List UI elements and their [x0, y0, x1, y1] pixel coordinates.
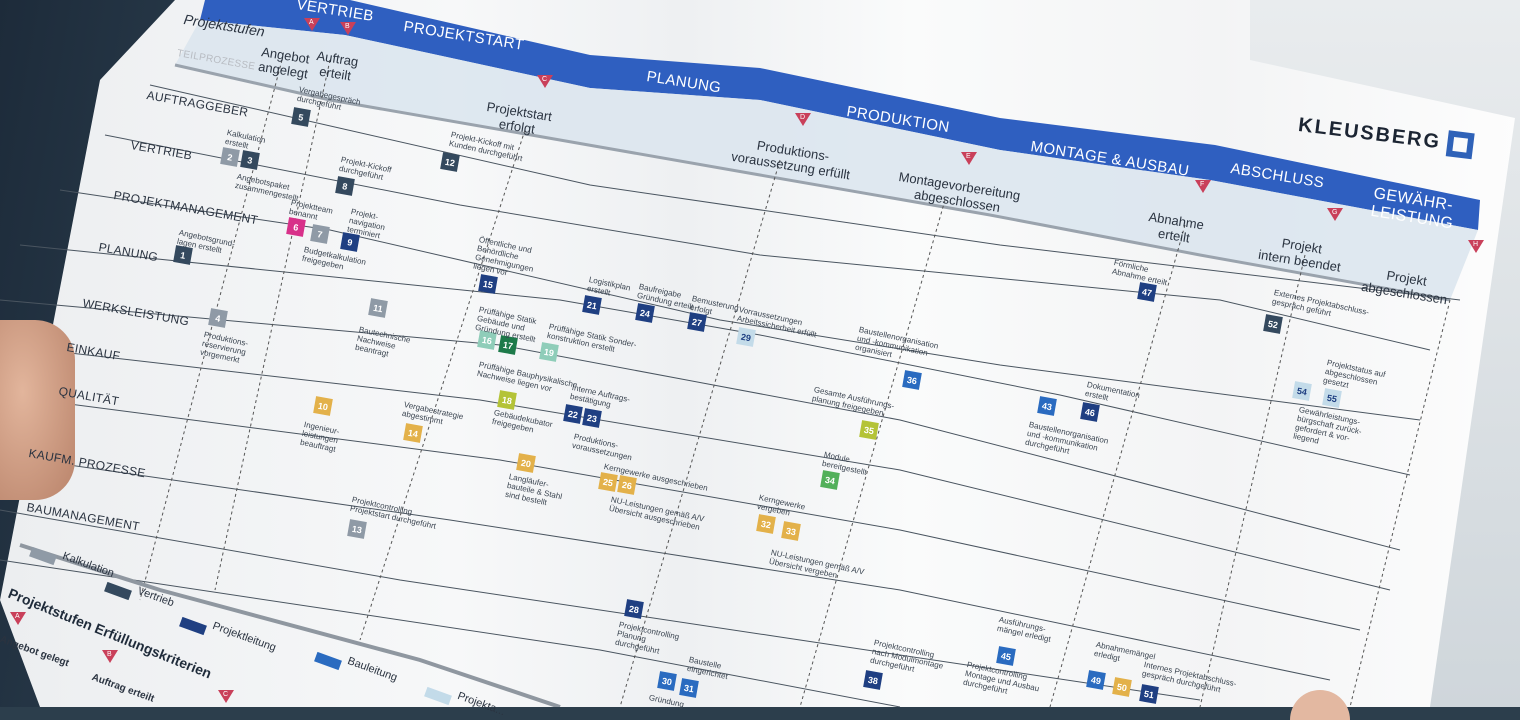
- milestone-divider: [1349, 299, 1451, 707]
- process-step-13: 13: [347, 519, 367, 539]
- milestone-divider: [214, 59, 331, 591]
- milestone-marker-d: D: [795, 113, 811, 126]
- hand-left: [0, 320, 75, 500]
- stage-band-rule: [174, 63, 1451, 302]
- milestone-letter: C: [542, 76, 548, 83]
- process-step-18: 18: [497, 390, 517, 410]
- process-step-54: 54: [1292, 381, 1312, 401]
- process-step-8: 8: [335, 176, 355, 196]
- milestone-letter: G: [1332, 209, 1338, 216]
- criteria-marker: C: [218, 690, 234, 703]
- process-step-55: 55: [1322, 388, 1342, 408]
- milestone-marker-f: F: [1195, 180, 1211, 193]
- milestone-letter: A: [309, 19, 314, 26]
- process-step-6: 6: [286, 217, 306, 237]
- milestone-marker-b: B: [340, 22, 356, 35]
- milestone-divider: [619, 159, 781, 707]
- process-step-19: 19: [539, 342, 559, 362]
- process-step-21: 21: [582, 295, 602, 315]
- logo-mark-icon: [1445, 130, 1475, 160]
- process-step-34: 34: [820, 470, 840, 490]
- process-step-23: 23: [582, 408, 602, 428]
- milestone-letter: H: [1473, 241, 1479, 248]
- process-step-26: 26: [617, 475, 637, 495]
- process-step-35: 35: [859, 420, 879, 440]
- process-step-45: 45: [996, 646, 1016, 666]
- criteria-letter: A: [15, 613, 20, 620]
- process-step-4: 4: [208, 308, 228, 328]
- process-step-27: 27: [687, 312, 707, 332]
- milestone-divider: [1199, 254, 1306, 707]
- lane-line: [0, 454, 1331, 681]
- milestone-divider: [1049, 224, 1186, 707]
- lane-line: [0, 394, 1361, 631]
- process-step-38: 38: [863, 670, 883, 690]
- criteria-marker: B: [102, 650, 118, 663]
- process-step-25: 25: [598, 472, 618, 492]
- legend-rule: [19, 543, 561, 707]
- lane-line: [59, 189, 1421, 421]
- process-step-52: 52: [1263, 314, 1283, 334]
- phase-band: [200, 0, 1480, 230]
- process-step-46: 46: [1080, 402, 1100, 422]
- lane-line: [0, 344, 1391, 591]
- process-step-43: 43: [1037, 396, 1057, 416]
- milestone-marker-g: G: [1327, 208, 1343, 221]
- process-step-33: 33: [781, 521, 801, 541]
- criteria-marker: A: [10, 612, 26, 625]
- process-step-22: 22: [563, 404, 583, 424]
- milestone-marker-a: A: [304, 18, 320, 31]
- process-step-31: 31: [679, 678, 699, 698]
- milestone-divider: [359, 129, 526, 641]
- process-step-3: 3: [240, 150, 260, 170]
- process-step-12: 12: [440, 152, 460, 172]
- milestone-letter: D: [800, 114, 806, 121]
- milestone-letter: B: [345, 23, 350, 30]
- criteria-letter: C: [223, 691, 229, 698]
- milestone-marker-c: C: [537, 75, 553, 88]
- process-step-2: 2: [220, 147, 240, 167]
- process-step-49: 49: [1086, 670, 1106, 690]
- lane-line: [0, 299, 1401, 551]
- milestone-marker-e: E: [961, 152, 977, 165]
- process-step-7: 7: [310, 224, 330, 244]
- process-step-5: 5: [291, 107, 311, 127]
- lane-line: [19, 244, 1411, 476]
- process-step-15: 15: [478, 274, 498, 294]
- process-step-36: 36: [902, 370, 922, 390]
- lane-line: [149, 84, 1461, 301]
- milestone-letter: F: [1200, 181, 1205, 188]
- stage-band: [175, 20, 1478, 300]
- milestone-divider: [799, 199, 946, 707]
- process-step-20: 20: [516, 453, 536, 473]
- lane-line: [0, 509, 1201, 701]
- milestone-marker-h: H: [1468, 240, 1484, 253]
- criteria-letter: B: [107, 651, 112, 658]
- milestone-letter: E: [966, 153, 971, 160]
- process-step-28: 28: [624, 599, 644, 619]
- process-step-32: 32: [756, 514, 776, 534]
- lane-line: [0, 559, 901, 707]
- process-step-30: 30: [657, 671, 677, 691]
- process-step-24: 24: [635, 303, 655, 323]
- process-step-14: 14: [403, 423, 423, 443]
- process-step-11: 11: [368, 298, 388, 318]
- process-step-50: 50: [1112, 677, 1132, 697]
- process-step-10: 10: [313, 396, 333, 416]
- process-step-51: 51: [1139, 684, 1159, 704]
- process-step-29: 29: [736, 327, 756, 347]
- milestone-label: Auftrag erteilt: [315, 48, 360, 84]
- process-step-47: 47: [1137, 282, 1157, 302]
